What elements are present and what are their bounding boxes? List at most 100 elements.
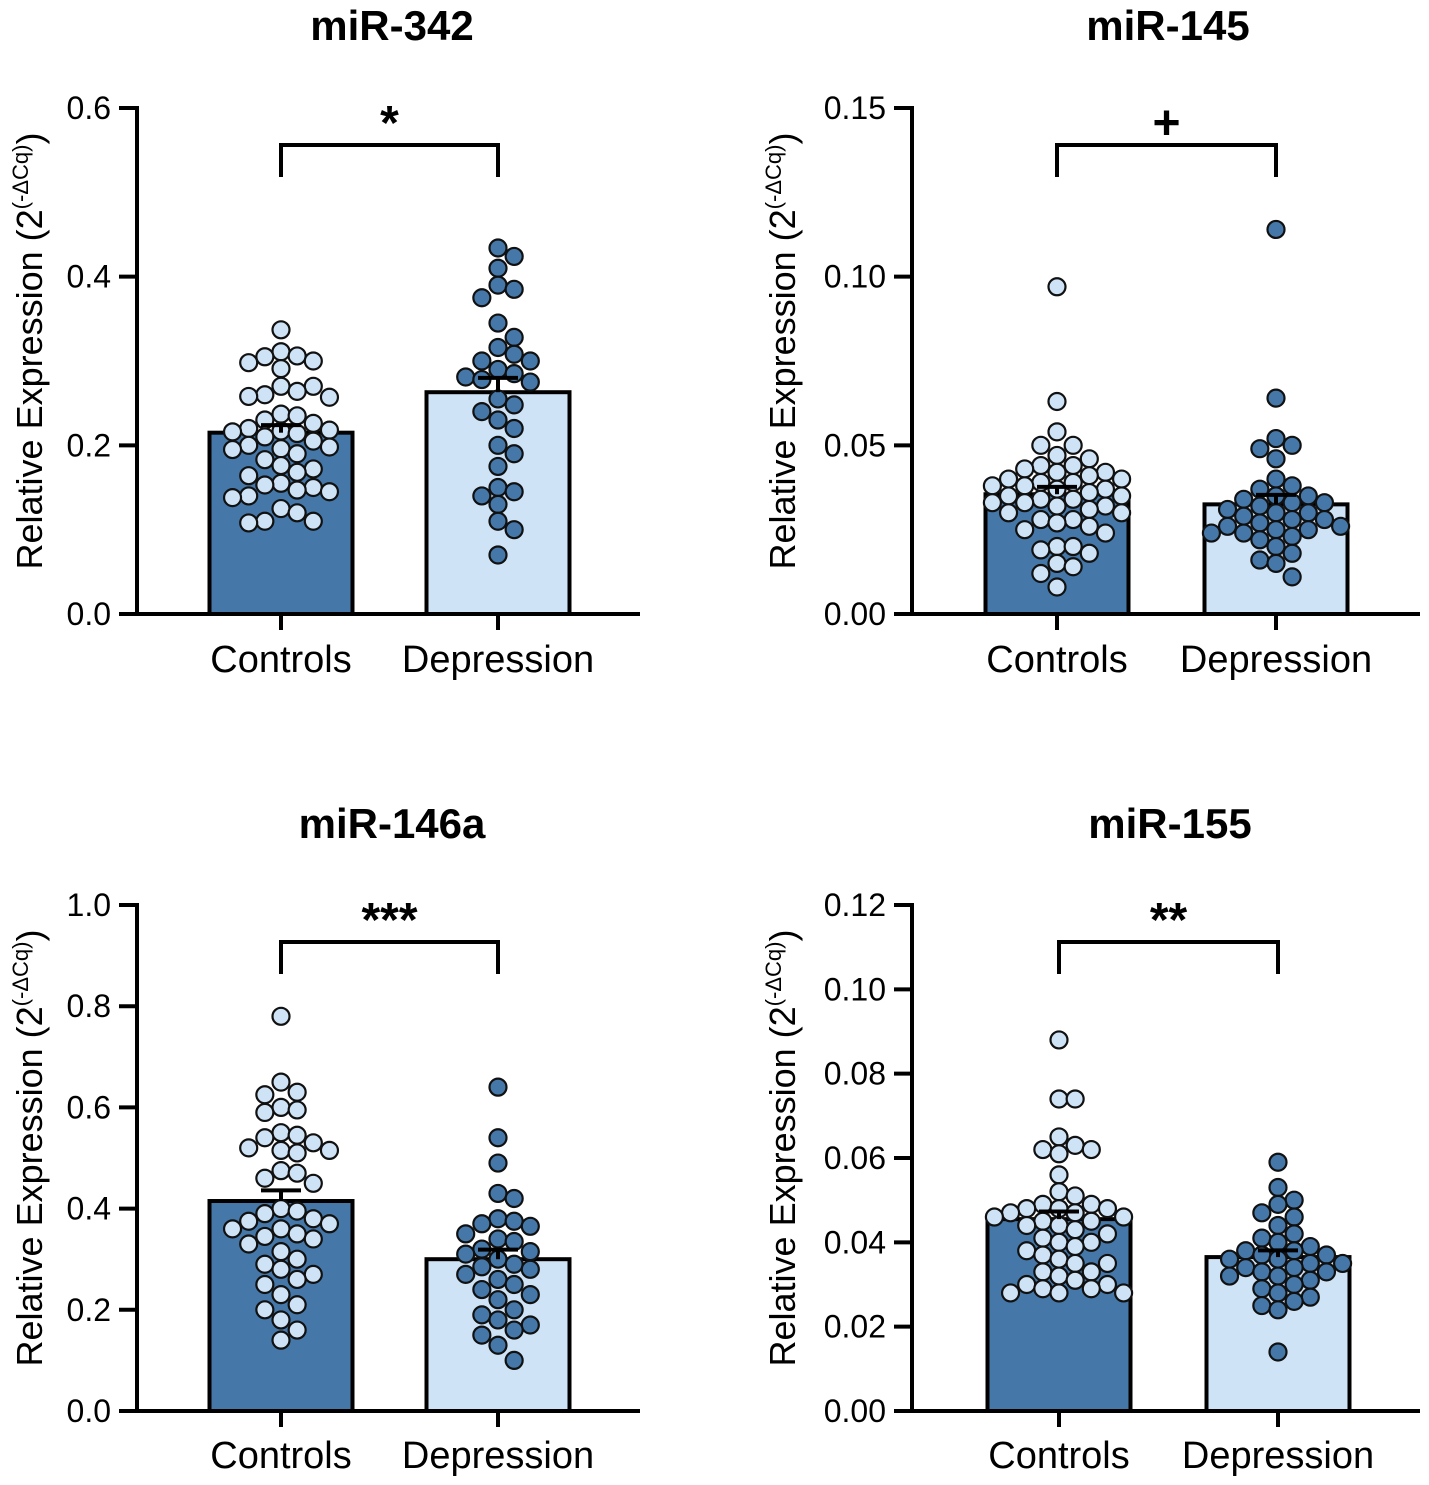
- data-point-controls: [239, 466, 259, 486]
- data-point-depression: [1252, 1295, 1272, 1316]
- y-tick-label: 0.10: [824, 259, 886, 295]
- data-point-controls: [222, 1219, 243, 1239]
- data-point-depression: [472, 1257, 492, 1277]
- data-point-controls: [271, 342, 291, 362]
- data-point-controls: [1047, 277, 1067, 297]
- data-point-controls: [1049, 1182, 1069, 1202]
- data-point-controls: [319, 1140, 340, 1161]
- data-point-controls: [271, 1072, 291, 1092]
- data-point-depression: [488, 1209, 508, 1229]
- data-point-controls: [1063, 509, 1083, 530]
- data-point-controls: [1033, 1228, 1053, 1248]
- data-point-depression: [1252, 1203, 1272, 1223]
- data-point-controls: [1047, 553, 1067, 574]
- significance-bracket: [279, 940, 500, 974]
- y-axis-label: Relative Expression (2(-ΔCq)): [8, 930, 50, 1367]
- data-point-depression: [488, 1128, 508, 1148]
- data-point-depression: [1282, 567, 1302, 587]
- data-point-controls: [1095, 523, 1116, 543]
- x-category-label-depression: Depression: [1180, 639, 1372, 681]
- data-point-depression: [1236, 1241, 1256, 1261]
- data-point-controls: [1049, 1127, 1069, 1147]
- data-point-depression: [1234, 506, 1254, 526]
- data-point-depression: [488, 275, 508, 295]
- data-point-controls: [1065, 1253, 1085, 1274]
- data-point-depression: [520, 351, 540, 371]
- data-point-depression: [1266, 428, 1286, 449]
- significance-marker: *: [380, 97, 399, 150]
- data-point-controls: [1049, 1249, 1069, 1269]
- data-point-controls: [1033, 1245, 1053, 1265]
- data-point-depression: [488, 511, 508, 531]
- chart-title: miR-146a: [299, 800, 486, 847]
- data-point-controls: [303, 459, 323, 479]
- y-axis-label-exponent: (-ΔCq): [761, 145, 786, 210]
- data-point-controls: [1081, 1139, 1101, 1160]
- data-point-controls: [271, 1123, 291, 1143]
- data-point-controls: [287, 1100, 307, 1120]
- y-tick-label: 0.15: [824, 90, 886, 126]
- data-point-depression: [1266, 388, 1286, 408]
- data-point-depression: [1250, 530, 1270, 550]
- data-point-controls: [1081, 1194, 1101, 1214]
- data-point-depression: [1300, 1253, 1320, 1274]
- data-point-controls: [1063, 489, 1083, 509]
- data-point-controls: [271, 1161, 291, 1181]
- data-point-controls: [1033, 1279, 1053, 1299]
- y-axis-label: Relative Expression (2(-ΔCq)): [8, 133, 50, 570]
- data-point-controls: [255, 1168, 275, 1188]
- significance-marker: **: [1150, 894, 1188, 947]
- data-point-depression: [1268, 1232, 1288, 1252]
- data-point-depression: [1250, 550, 1270, 570]
- data-point-controls: [303, 431, 323, 451]
- data-point-controls: [998, 469, 1019, 489]
- data-point-depression: [504, 1254, 524, 1274]
- data-point-depression: [1298, 503, 1318, 523]
- data-point-depression: [1217, 516, 1238, 536]
- data-point-depression: [1250, 496, 1270, 516]
- data-point-controls: [1049, 1283, 1069, 1303]
- data-point-depression: [1250, 439, 1270, 459]
- significance-marker: ***: [361, 894, 417, 947]
- data-point-controls: [287, 346, 307, 366]
- data-point-controls: [1079, 516, 1099, 536]
- data-point-depression: [1266, 553, 1286, 574]
- data-point-depression: [488, 477, 508, 498]
- data-point-depression: [1268, 1215, 1288, 1236]
- data-point-depression: [504, 327, 524, 347]
- data-point-controls: [319, 420, 340, 440]
- data-point-depression: [456, 1264, 476, 1284]
- data-point-controls: [1047, 422, 1067, 442]
- data-point-depression: [488, 313, 508, 333]
- data-point-controls: [1031, 455, 1051, 476]
- data-point-controls: [287, 1295, 307, 1315]
- data-point-controls: [271, 498, 291, 519]
- data-point-controls: [287, 1143, 307, 1163]
- y-axis-label-main: Relative Expression (2: [762, 1006, 803, 1366]
- y-tick-label: 0.6: [67, 90, 111, 126]
- data-point-controls: [287, 381, 307, 401]
- chart-title: miR-342: [310, 2, 473, 49]
- significance-bracket: [1055, 143, 1278, 177]
- data-point-depression: [504, 1231, 524, 1252]
- data-point-controls: [255, 1204, 275, 1224]
- data-point-depression: [1300, 1287, 1320, 1307]
- data-point-depression: [1250, 513, 1270, 533]
- y-axis-label-close: ): [762, 930, 803, 942]
- data-point-depression: [472, 1279, 492, 1300]
- data-point-depression: [1219, 1249, 1240, 1269]
- data-point-controls: [255, 1085, 275, 1105]
- y-tick-label: 0.10: [824, 971, 886, 1007]
- data-point-controls: [303, 511, 323, 531]
- data-point-controls: [303, 1173, 323, 1193]
- y-tick-label: 0.4: [67, 259, 111, 295]
- data-point-controls: [287, 1224, 307, 1244]
- data-point-depression: [488, 238, 508, 258]
- data-point-controls: [1065, 1236, 1085, 1257]
- data-point-depression: [488, 1335, 508, 1355]
- data-point-controls: [1095, 462, 1116, 482]
- data-point-controls: [287, 1163, 307, 1183]
- data-point-depression: [504, 1211, 524, 1231]
- data-point-controls: [255, 1128, 275, 1148]
- data-point-controls: [271, 439, 291, 459]
